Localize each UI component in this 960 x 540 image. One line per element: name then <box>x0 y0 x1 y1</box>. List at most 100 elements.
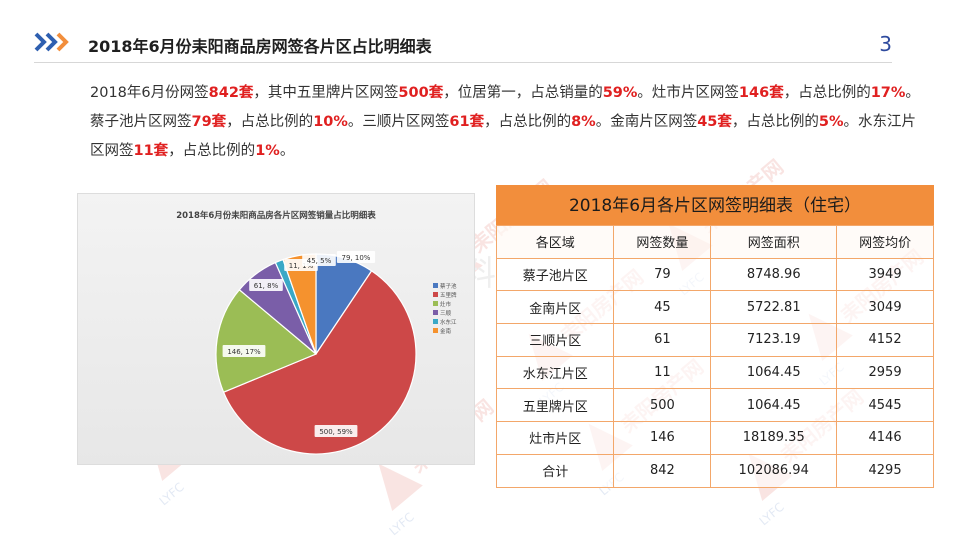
col-header-price: 网签均价 <box>836 225 934 259</box>
svg-text:LYFC: LYFC <box>757 500 787 529</box>
cell-price: 4152 <box>836 323 934 357</box>
cell-area: 1064.45 <box>710 355 838 390</box>
summary-text: ，其中五里牌片区网签 <box>253 85 399 101</box>
cell-price: 4146 <box>836 421 934 455</box>
cell-region: 五里牌片区 <box>495 388 615 423</box>
legend-label: 三顺 <box>440 310 452 317</box>
table-row: 三顺片区 61 7123.19 4152 <box>495 323 934 357</box>
cell-price: 4545 <box>836 388 934 423</box>
cell-count: 146 <box>613 421 712 455</box>
page-title: 2018年6月份耒阳商品房网签各片区占比明细表 <box>88 37 432 56</box>
summary-text: ，占总比例的 <box>168 143 256 159</box>
col-header-region: 各区域 <box>495 225 615 259</box>
table-row: 灶市片区 146 18189.35 4146 <box>495 421 934 455</box>
summary-text: 。灶市片区网签 <box>637 85 739 101</box>
legend-swatch <box>433 292 438 297</box>
page-number: 3 <box>879 32 892 56</box>
double-chevron-icon <box>34 32 69 52</box>
cell-area: 8748.96 <box>710 257 838 292</box>
cell-price: 2959 <box>836 355 934 390</box>
cell-region: 合计 <box>495 453 615 488</box>
svg-text:LYFC: LYFC <box>157 480 187 509</box>
data-label: 11, 1% <box>289 262 314 270</box>
cell-area: 1064.45 <box>710 388 838 423</box>
legend-label: 五里牌 <box>440 291 457 299</box>
cell-price: 4295 <box>836 453 934 488</box>
summary-highlight: 11套 <box>133 143 169 159</box>
cell-area: 7123.19 <box>710 323 838 357</box>
header-divider <box>34 62 892 63</box>
table-row: 蔡子池片区 79 8748.96 3949 <box>495 257 934 292</box>
cell-area: 5722.81 <box>710 290 838 325</box>
summary-text: 。金南片区网签 <box>595 114 698 130</box>
summary-text: 。蔡子池片区网签 <box>90 85 920 130</box>
data-label: 45, 5% <box>307 257 332 265</box>
legend-label: 蔡子池 <box>440 282 457 290</box>
legend-swatch <box>433 283 438 288</box>
summary-highlight: 5% <box>818 114 844 130</box>
summary-text: 。 <box>279 143 295 159</box>
cell-count: 79 <box>613 257 712 292</box>
cell-region: 水东江片区 <box>495 355 615 390</box>
summary-text: ，位居第一，占总销量的 <box>443 85 603 101</box>
legend-swatch <box>433 310 438 315</box>
summary-highlight: 79套 <box>191 114 227 130</box>
summary-highlight: 61套 <box>449 114 485 130</box>
summary-text: 。三顺片区网签 <box>347 114 450 130</box>
cell-count: 61 <box>613 323 712 357</box>
data-label: 79, 10% <box>342 254 371 262</box>
cell-count: 45 <box>613 290 712 325</box>
summary-text: ，占总比例的 <box>484 114 572 130</box>
data-label-bg <box>249 279 283 291</box>
cell-count: 842 <box>613 453 712 488</box>
table-title: 2018年6月各片区网签明细表（住宅） <box>496 185 934 225</box>
detail-table-block: 2018年6月各片区网签明细表（住宅） 各区域 网签数量 网签面积 网签均价 蔡… <box>495 185 934 488</box>
data-label: 146, 17% <box>227 348 261 356</box>
col-header-area: 网签面积 <box>710 225 838 259</box>
data-label: 500, 59% <box>319 428 353 436</box>
pie-slice-2 <box>215 288 318 393</box>
cell-region: 灶市片区 <box>495 421 615 455</box>
cell-region: 金南片区 <box>495 290 615 325</box>
cell-count: 500 <box>613 388 712 423</box>
pie-chart: 2018年6月份耒阳商品房各片区网签销量占比明细表 79, 10% 500, 59%… <box>176 210 457 455</box>
data-label-bg <box>222 345 266 357</box>
cell-region: 蔡子池片区 <box>495 257 615 292</box>
summary-highlight: 1% <box>255 143 280 159</box>
col-header-count: 网签数量 <box>613 225 712 259</box>
summary-text: 2018年6月份网签 <box>90 85 209 101</box>
chart-title: 2018年6月份耒阳商品房各片区网签销量占比明细表 <box>176 210 376 221</box>
table-total-row: 合计 842 102086.94 4295 <box>495 453 934 488</box>
cell-area: 18189.35 <box>710 421 838 455</box>
data-label-bg <box>314 425 358 437</box>
legend-label: 金南 <box>440 327 452 335</box>
summary-highlight: 45套 <box>697 114 732 130</box>
legend-swatch <box>433 301 438 306</box>
summary-highlight: 146套 <box>738 85 784 101</box>
cell-region: 三顺片区 <box>495 323 615 357</box>
legend-label: 水东江 <box>440 318 457 326</box>
summary-text: 。水东江片区网签 <box>90 114 917 159</box>
table-row: 五里牌片区 500 1064.45 4545 <box>495 388 934 423</box>
legend-swatch <box>433 319 438 324</box>
legend-label: 灶市 <box>440 300 452 308</box>
cell-price: 3949 <box>836 257 934 292</box>
svg-text:LYFC: LYFC <box>387 510 417 539</box>
detail-table: 各区域 网签数量 网签面积 网签均价 蔡子池片区 79 8748.96 3949… <box>495 225 934 488</box>
summary-highlight: 500套 <box>398 85 444 101</box>
summary-highlight: 8% <box>571 114 596 130</box>
summary-highlight: 10% <box>313 114 348 130</box>
cell-count: 11 <box>613 355 712 390</box>
data-label: 61, 8% <box>254 282 279 290</box>
table-row: 水东江片区 11 1064.45 2959 <box>495 355 934 390</box>
table-header-row: 各区域 网签数量 网签面积 网签均价 <box>495 225 934 259</box>
legend-swatch <box>433 328 438 333</box>
summary-paragraph: 2018年6月份网签842套，其中五里牌片区网签500套，位居第一，占总销量的 5… <box>90 79 925 166</box>
summary-highlight: 842套 <box>208 85 254 101</box>
data-label-bg <box>302 254 336 266</box>
summary-text: ，占总比例的 <box>731 114 819 130</box>
summary-text: ，占总比例的 <box>783 85 871 101</box>
summary-highlight: 17% <box>870 85 906 101</box>
summary-text: ，占总比例的 <box>226 114 314 130</box>
cell-price: 3049 <box>836 290 934 325</box>
